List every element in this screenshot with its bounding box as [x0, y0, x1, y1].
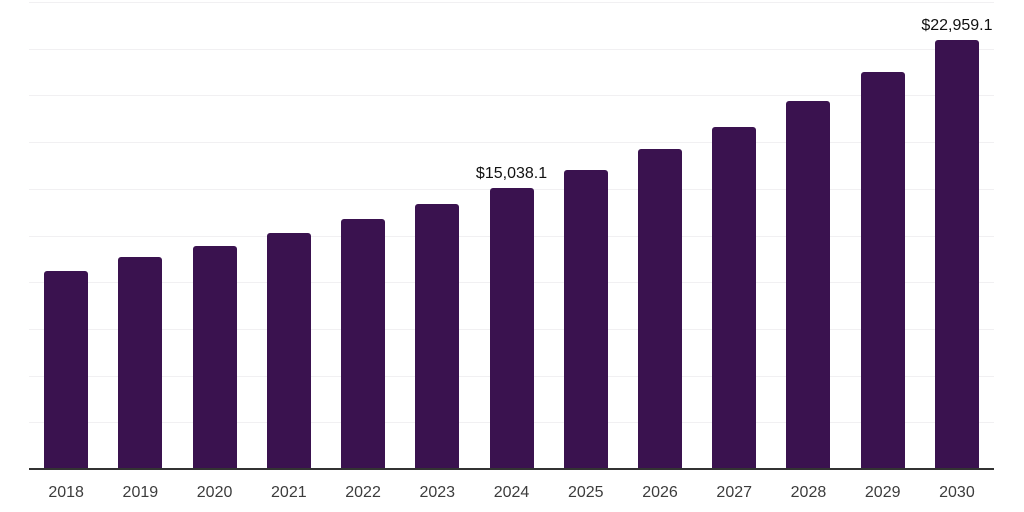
x-tick-2024: 2024 — [493, 484, 530, 501]
x-tick-2019: 2019 — [122, 484, 159, 501]
gridline-25000 — [29, 2, 994, 3]
bar-band-2021 — [252, 2, 326, 469]
bar-2019 — [118, 256, 163, 469]
bar-band-2026 — [623, 2, 697, 469]
bar-2023 — [415, 203, 460, 469]
bar-2018 — [44, 271, 89, 469]
bar-band-2028 — [771, 2, 845, 469]
bar-band-2025 — [549, 2, 623, 469]
x-axis-labels: 2018 2019 2020 2021 2022 2023 2024 2025 2026 2027… — [29, 483, 994, 503]
data-label-2024: $15,038.1 — [475, 165, 548, 183]
bar-2028 — [786, 101, 831, 469]
bar-2021 — [266, 233, 311, 469]
bar-band-2023 — [400, 2, 474, 469]
data-label-2030: $22,959.1 — [921, 17, 993, 35]
bar-2027 — [712, 127, 757, 469]
gridline-20000 — [29, 95, 994, 97]
bar-band-2030: $22,959.1 — [920, 2, 994, 469]
bar-band-2027 — [697, 2, 771, 469]
x-tick-2029: 2029 — [864, 484, 901, 501]
bars-row: $15,038.1 $22,959.1 — [29, 2, 994, 469]
x-tick-2027: 2027 — [716, 484, 753, 501]
x-tick-2028: 2028 — [790, 484, 827, 501]
bar-2024 — [489, 188, 534, 469]
x-tick-2018: 2018 — [48, 484, 84, 501]
gridline-17500 — [29, 142, 994, 144]
x-tick-2020: 2020 — [196, 484, 233, 501]
bar-band-2019 — [103, 2, 177, 469]
bar-2029 — [860, 72, 905, 469]
x-axis-line — [29, 468, 994, 470]
bar-band-2024: $15,038.1 — [474, 2, 548, 469]
gridline-22500 — [29, 48, 994, 50]
bar-2030 — [934, 40, 979, 469]
x-tick-2025: 2025 — [567, 484, 604, 501]
plot-area: $15,038.1 $22,959.1 — [29, 2, 994, 470]
bar-2020 — [192, 246, 237, 469]
x-tick-2022: 2022 — [345, 484, 381, 501]
bar-band-2020 — [177, 2, 251, 469]
x-tick-2026: 2026 — [642, 484, 678, 501]
x-tick-2030: 2030 — [939, 484, 975, 501]
bar-band-2022 — [326, 2, 400, 469]
bar-2026 — [637, 149, 682, 469]
bar-band-2029 — [846, 2, 920, 469]
bar-2025 — [563, 170, 608, 469]
bar-2022 — [341, 218, 386, 469]
x-tick-2021: 2021 — [271, 484, 307, 501]
x-tick-2023: 2023 — [419, 484, 456, 501]
bar-band-2018 — [29, 2, 103, 469]
